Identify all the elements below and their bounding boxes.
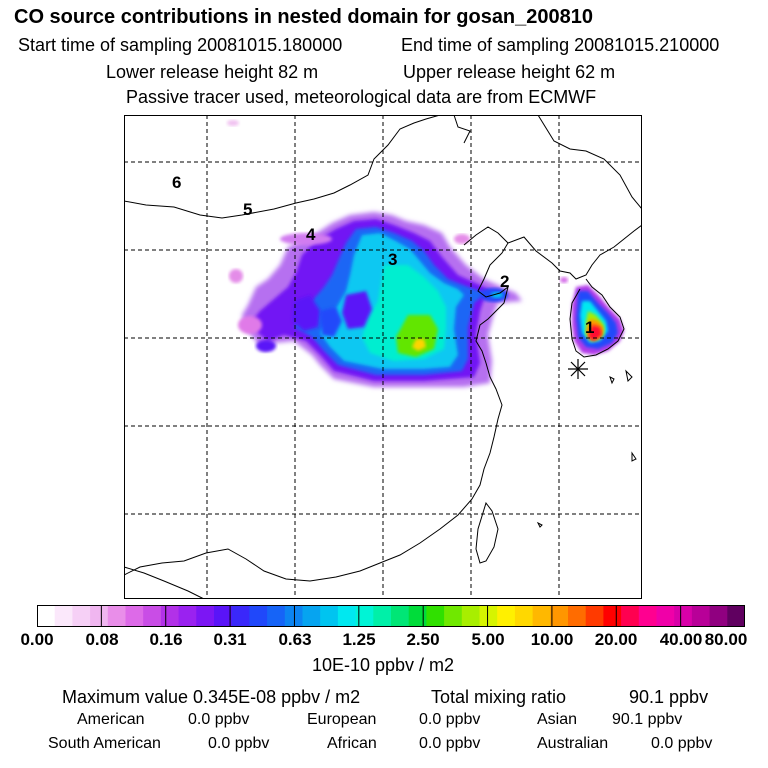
colorbar-swatch — [214, 605, 233, 627]
colorbar-swatch — [249, 605, 268, 627]
colorbar-tick: 40.00 — [659, 630, 703, 649]
colorbar-tick: 0.00 — [20, 630, 54, 649]
colorbar-tick: 80.00 — [704, 630, 748, 649]
map-label-4: 4 — [306, 225, 316, 244]
asterisk-icon — [568, 359, 588, 379]
region-value: 90.1 ppbv — [612, 711, 683, 728]
plot-title: CO source contributions in nested domain… — [14, 6, 594, 28]
colorbar-swatch — [231, 605, 250, 627]
colorbar-tick: 1.25 — [342, 630, 376, 649]
colorbar — [37, 605, 745, 627]
colorbar-swatch — [302, 605, 321, 627]
colorbar-swatch — [603, 605, 622, 627]
sampling-end: End time of sampling 20081015.210000 — [401, 35, 720, 55]
colorbar-swatch — [125, 605, 144, 627]
colorbar-swatch — [178, 605, 197, 627]
colorbar-swatch — [550, 605, 569, 627]
colorbar-swatch — [514, 605, 534, 627]
tracer-note: Passive tracer used, meteorological data… — [126, 87, 597, 107]
map-label-5: 5 — [243, 200, 253, 219]
colorbar-swatch — [90, 605, 109, 627]
colorbar-swatch — [532, 605, 551, 627]
region-name: South American — [48, 735, 161, 752]
coastlines — [124, 115, 642, 599]
colorbar-swatch — [727, 605, 745, 627]
region-name: Australian — [537, 735, 609, 752]
colorbar-swatch — [37, 605, 56, 627]
colorbar-swatch — [638, 605, 657, 627]
colorbar-tick: 5.00 — [471, 630, 505, 649]
region-value: 0.0 ppbv — [651, 735, 713, 752]
colorbar-swatch — [320, 605, 339, 627]
colorbar-tick: 0.63 — [278, 630, 312, 649]
colorbar-frame — [37, 605, 745, 627]
colorbar-swatch — [479, 605, 498, 627]
colorbar-swatch — [444, 605, 463, 627]
sampling-start: Start time of sampling 20081015.180000 — [18, 35, 343, 55]
map-label-6: 6 — [172, 173, 182, 192]
colorbar-swatch — [72, 605, 91, 627]
colorbar-swatch — [585, 605, 604, 627]
total-mixing-ratio-value: 90.1 ppbv — [629, 687, 709, 707]
region-value: 0.0 ppbv — [188, 711, 250, 728]
colorbar-swatch — [160, 605, 180, 627]
colorbar-tick: 10.00 — [530, 630, 574, 649]
colorbar-swatch — [568, 605, 587, 627]
colorbar-swatch — [267, 605, 286, 627]
colorbar-swatch — [674, 605, 693, 627]
region-value: 0.0 ppbv — [419, 735, 481, 752]
region-name: American — [77, 711, 145, 728]
colorbar-tick: 0.31 — [213, 630, 247, 649]
colorbar-swatch — [373, 605, 392, 627]
colorbar-swatch — [709, 605, 728, 627]
map-label-2: 2 — [500, 272, 510, 291]
total-mixing-ratio-label: Total mixing ratio — [431, 687, 567, 707]
region-name: Asian — [537, 711, 578, 728]
colorbar-swatch — [196, 605, 215, 627]
region-value: 0.0 ppbv — [419, 711, 481, 728]
plume-china — [227, 120, 522, 387]
upper-release-height: Upper release height 62 m — [403, 62, 616, 82]
region-value: 0.0 ppbv — [208, 735, 270, 752]
map-label-3: 3 — [388, 250, 398, 269]
map-frame — [124, 115, 642, 599]
lower-release-height: Lower release height 82 m — [106, 62, 319, 82]
colorbar-tick: 0.16 — [149, 630, 183, 649]
colorbar-swatch — [691, 605, 711, 627]
colorbar-tick: 0.08 — [85, 630, 119, 649]
colorbar-tick: 20.00 — [594, 630, 638, 649]
colorbar-swatch — [143, 605, 162, 627]
maximum-value: Maximum value 0.345E-08 ppbv / m2 — [62, 687, 361, 707]
colorbar-swatch — [355, 605, 374, 627]
source-contribution-map — [124, 115, 642, 599]
colorbar-swatch — [461, 605, 480, 627]
colorbar-units: 10E-10 ppbv / m2 — [311, 655, 455, 675]
colorbar-swatch — [107, 605, 126, 627]
lat-lon-grid — [124, 115, 642, 599]
colorbar-tick: 2.50 — [406, 630, 440, 649]
map-label-1: 1 — [585, 318, 595, 337]
colorbar-swatch — [54, 605, 73, 627]
region-name: African — [327, 735, 377, 752]
colorbar-swatch — [391, 605, 410, 627]
colorbar-swatch — [497, 605, 516, 627]
colorbar-swatch — [426, 605, 445, 627]
colorbar-swatch — [337, 605, 357, 627]
region-name: European — [307, 711, 377, 728]
colorbar-swatch — [656, 605, 675, 627]
colorbar-swatch — [408, 605, 427, 627]
colorbar-swatch — [284, 605, 303, 627]
colorbar-swatch — [621, 605, 640, 627]
